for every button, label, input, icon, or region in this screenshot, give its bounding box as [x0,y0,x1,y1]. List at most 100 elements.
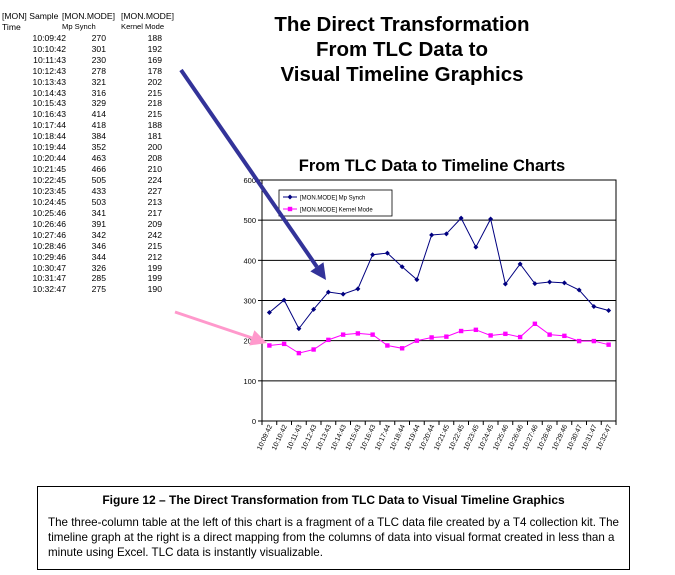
table-row: 10:29:46 344 212 [2,252,181,263]
y-tick-label: 400 [243,256,256,265]
table-header: [MON.MODE] [121,11,174,21]
table-cell: 418 [91,120,106,131]
table-cell: 217 [147,207,162,218]
data-point [561,280,567,286]
table-row: 10:25:46 341 217 [2,208,181,219]
data-point [488,333,493,338]
figure-caption: Figure 12 – The Direct Transformation fr… [37,486,630,570]
data-table: [MON] Sample [MON.MODE] [MON.MODE] Time … [2,11,181,295]
table-cell: 202 [147,76,162,87]
data-point [576,338,582,344]
table-cell: 192 [147,43,162,54]
data-point [311,347,316,352]
data-point [517,261,523,267]
table-cell: 10:18:44 [32,131,66,142]
table-row: 10:15:43 329 218 [2,98,181,109]
table-cell: 181 [147,131,162,142]
table-cell: 10:20:44 [32,153,66,164]
legend-marker [287,194,293,200]
table-cell: 414 [91,109,106,120]
legend-label: [MON.MODE] Mp Synch [300,196,365,202]
table-cell: 10:14:43 [32,87,66,98]
table-cell: 10:25:46 [32,207,66,218]
table-row: 10:21:45 466 210 [2,164,181,175]
table-cell: 321 [91,76,106,87]
data-point [458,328,464,334]
main-title: The Direct Transformation From TLC Data … [230,12,574,87]
data-point [399,346,405,351]
table-cell: 346 [91,240,106,251]
data-point [606,342,611,347]
data-point [473,244,479,250]
data-point [355,286,361,292]
table-cell: 215 [147,109,162,120]
blue-arrow-shaft [179,68,319,268]
table-row: 10:27:46 342 242 [2,230,181,241]
data-point [576,287,582,293]
table-cell: 169 [147,54,162,65]
table-cell: 10:21:45 [32,164,66,175]
pink-arrow-shaft [174,310,253,340]
table-cell: 10:11:43 [33,54,66,65]
table-cell: 200 [147,142,162,153]
data-point [414,277,420,283]
table-cell: 341 [91,207,106,218]
pink-arrow-head [249,330,267,346]
table-cell: 208 [147,153,162,164]
data-point [266,310,272,316]
data-point [384,250,390,256]
main-title-line: From TLC Data to [316,38,488,61]
series-line [269,217,609,330]
data-point [444,334,449,339]
table-cell: 188 [147,32,162,43]
table-cell: 301 [91,43,106,54]
y-tick-label: 600 [243,176,256,185]
data-point [591,338,597,344]
table-cell: 10:22:45 [32,175,66,185]
table-cell: 10:12:43 [32,65,66,76]
table-body: 10:09:42 270 188 10:10:42 301 192 10:11:43 230 1… [2,33,181,296]
data-point [370,252,376,258]
table-row: 10:09:42 270 188 [2,33,181,44]
main-title-line: Visual Timeline Graphics [280,63,524,86]
table-cell: 199 [147,262,162,273]
table-cell: 224 [147,175,162,185]
y-tick-label: 300 [243,297,256,306]
data-point [606,308,612,314]
table-cell: 10:09:42 [32,32,66,43]
table-cell: 344 [91,251,106,262]
table-cell: 10:30:47 [32,262,66,273]
table-row: 10:24:45 503 213 [2,197,181,208]
table-cell: 10:31:47 [32,273,66,284]
table-row: 10:17:44 418 188 [2,120,181,131]
table-cell: 215 [147,240,162,251]
table-row: 10:30:47 326 199 [2,263,181,274]
data-point [340,332,346,337]
table-cell: 10:16:43 [32,109,66,120]
data-point [296,350,302,356]
table-cell: 326 [91,262,106,273]
caption-title: Figure 12 – The Direct Transformation fr… [102,493,565,507]
data-point [547,332,552,337]
table-cell: 433 [91,185,106,196]
data-point [429,232,435,238]
table-cell: 503 [91,196,106,207]
table-row: 10:12:43 278 178 [2,66,181,77]
table-row: 10:10:42 301 192 [2,44,181,55]
table-header: [MON.MODE] [62,11,115,21]
table-row: 10:20:44 463 208 [2,153,181,164]
table-row: 10:11:43 230 169 [2,55,181,66]
table-cell: 215 [147,87,162,98]
data-point [562,333,567,339]
y-tick-label: 100 [243,377,256,386]
data-point [503,331,508,337]
data-point [517,334,523,340]
table-row: 10:28:46 346 215 [2,241,181,252]
table-row: 10:22:45 505 224 [2,175,181,186]
data-point [488,216,494,222]
table-cell: 352 [91,142,106,153]
data-point [591,304,597,310]
table-cell: 212 [147,251,162,262]
table-cell: 329 [91,98,106,109]
